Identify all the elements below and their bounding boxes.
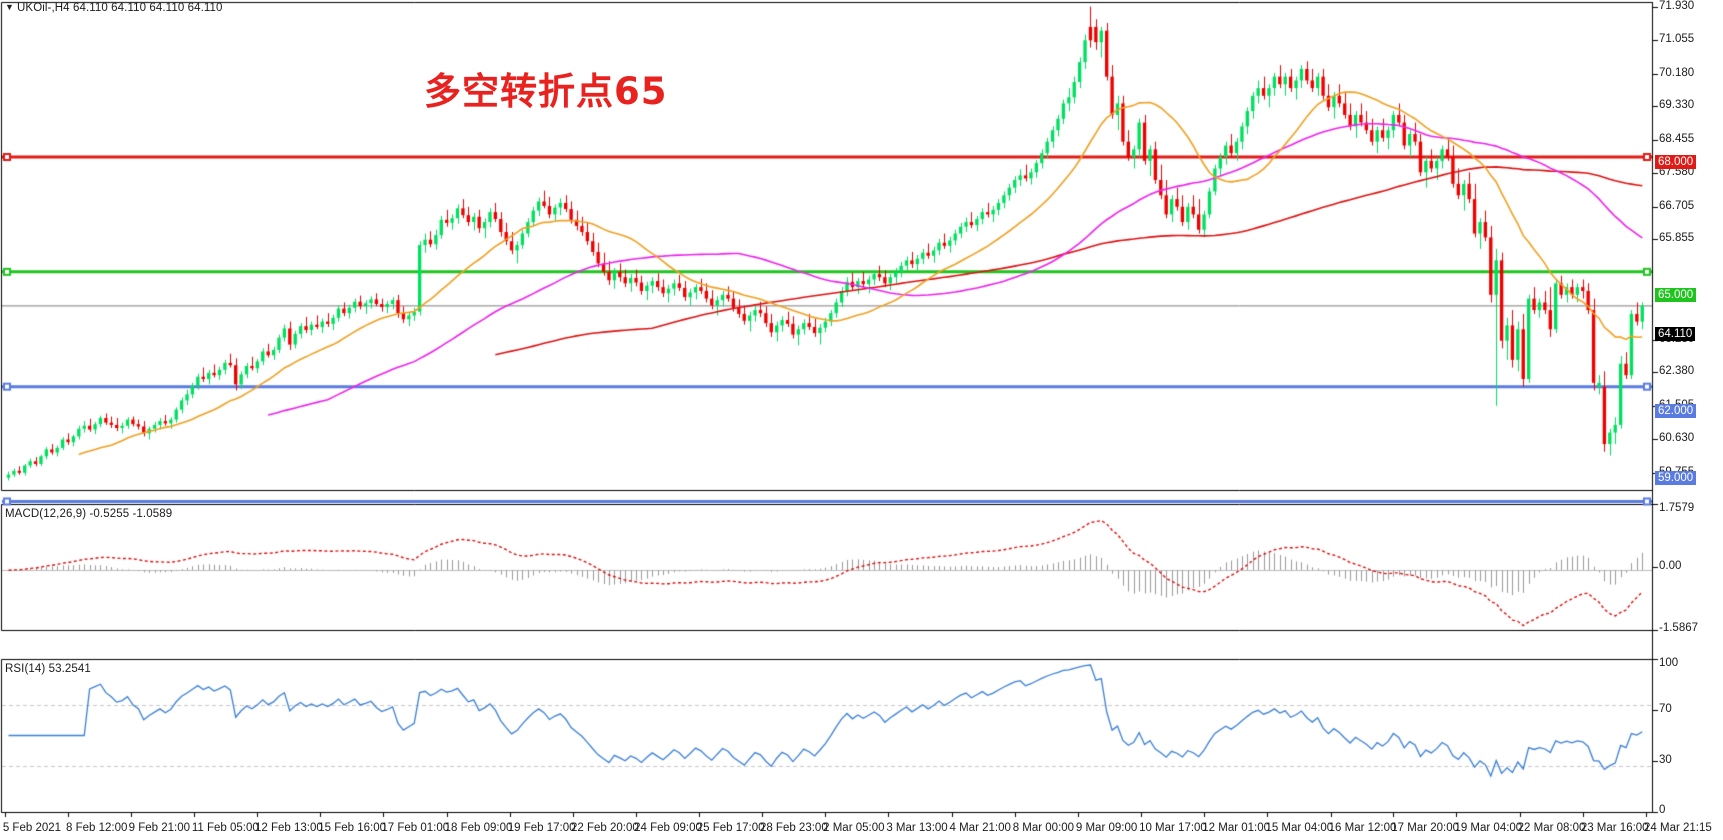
indicator-tick-label: -1.5867 (1659, 622, 1699, 634)
chart-header: ▼ UKOil-,H4 64.110 64.110 64.110 64.110 (5, 2, 223, 14)
time-tick-label: 8 Feb 12:00 (66, 822, 128, 834)
price-tick-label: 70.180 (1659, 66, 1695, 79)
price-tick-label: 62.380 (1659, 365, 1695, 378)
price-tick-label: 71.055 (1659, 33, 1695, 46)
time-tick-label: 15 Feb 16:00 (318, 822, 386, 834)
time-tick-label: 15 Mar 04:00 (1265, 822, 1334, 834)
time-tick-label: 9 Mar 09:00 (1075, 822, 1138, 834)
price-tick-label: 68.455 (1659, 132, 1695, 145)
support-62-price-tag[interactable]: 62.000 (1655, 404, 1697, 418)
time-tick-label: 2 Mar 05:00 (823, 822, 885, 834)
time-tick-label: 9 Feb 21:00 (128, 822, 191, 834)
time-tick-label: 22 Feb 20:00 (570, 822, 639, 834)
time-tick-label: 4 Mar 21:00 (949, 822, 1011, 834)
price-tick-label: 60.630 (1659, 432, 1695, 445)
time-tick-label: 25 Feb 17:00 (696, 822, 765, 834)
time-tick-label: 19 Mar 04:00 (1454, 822, 1523, 834)
pivot-65-price-tag[interactable]: 65.000 (1655, 288, 1697, 302)
resistance-68-price-tag[interactable]: 68.000 (1655, 155, 1697, 169)
last-price-price-tag[interactable]: 64.110 (1655, 327, 1696, 341)
time-tick-label: 19 Feb 17:00 (507, 822, 576, 834)
time-tick-label: 18 Feb 09:00 (444, 822, 513, 834)
time-tick-label: 24 Mar 21:15 (1644, 822, 1712, 834)
indicator-tick-label: 1.7579 (1659, 502, 1695, 514)
price-tick-label: 71.930 (1659, 0, 1695, 12)
time-tick-label: 12 Mar 01:00 (1202, 822, 1271, 834)
time-tick-label: 17 Mar 20:00 (1391, 822, 1460, 834)
indicator-tick-label: 0 (1659, 804, 1666, 816)
time-tick-label: 23 Mar 16:00 (1580, 822, 1649, 834)
time-tick-label: 28 Feb 23:00 (759, 822, 828, 834)
time-tick-label: 8 Mar 00:00 (1012, 822, 1075, 834)
price-tick-label: 69.330 (1659, 99, 1695, 112)
indicator-tick-label: 0.00 (1659, 560, 1682, 572)
price-tick-label: 66.705 (1659, 199, 1695, 212)
time-tick-label: 17 Feb 01:00 (381, 822, 450, 834)
support-59-price-tag[interactable]: 59.000 (1655, 471, 1697, 485)
time-tick-label: 10 Mar 17:00 (1139, 822, 1207, 834)
symbol-quote-label: UKOil-,H4 64.110 64.110 64.110 64.110 (17, 2, 223, 14)
indicator-tick-label: 100 (1659, 657, 1679, 669)
time-tick-label: 3 Mar 13:00 (886, 822, 948, 834)
chart-annotation-text: 多空转折点65 (424, 70, 668, 113)
price-tick-label: 65.855 (1659, 232, 1695, 245)
indicator-tick-label: 70 (1659, 703, 1672, 715)
time-tick-label: 11 Feb 05:00 (191, 822, 259, 834)
rsi-indicator-label: RSI(14) 53.2541 (5, 663, 91, 675)
macd-indicator-label: MACD(12,26,9) -0.5255 -1.0589 (5, 508, 173, 520)
chevron-down-icon[interactable]: ▼ (5, 2, 15, 12)
time-tick-label: 16 Mar 12:00 (1328, 822, 1397, 834)
time-tick-label: 22 Mar 08:00 (1517, 822, 1586, 834)
time-tick-label: 5 Feb 2021 (2, 822, 62, 834)
indicator-tick-label: 30 (1659, 754, 1672, 766)
price-tick-label: 67.580 (1659, 166, 1695, 179)
time-tick-label: 12 Feb 13:00 (255, 822, 323, 834)
time-tick-label: 24 Feb 09:00 (634, 822, 702, 834)
